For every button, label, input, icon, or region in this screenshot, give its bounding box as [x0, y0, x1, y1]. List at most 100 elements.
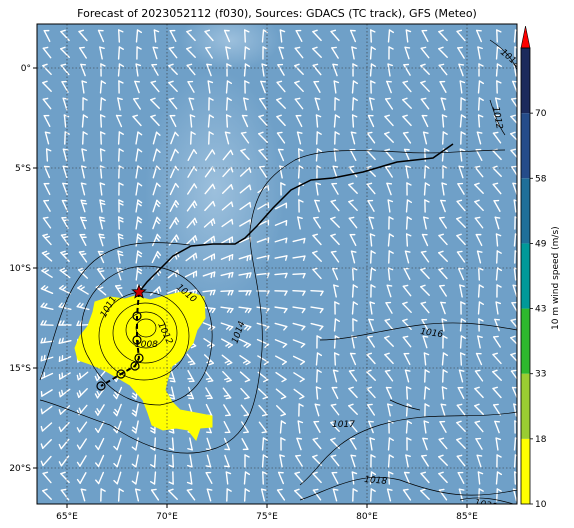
wind-barb — [186, 217, 198, 229]
wind-barb — [44, 131, 51, 145]
wind-barb — [276, 488, 286, 501]
wind-barb — [99, 97, 106, 111]
wind-barb — [457, 471, 465, 485]
wind-barb — [238, 254, 252, 262]
wind-barb — [420, 284, 430, 296]
wind-barb — [312, 46, 322, 58]
wind-barb — [332, 488, 339, 502]
wind-barb — [223, 420, 231, 434]
wind-barb — [388, 250, 394, 264]
wind-barb — [456, 420, 466, 433]
wind-barb — [351, 97, 358, 111]
wind-barb — [203, 253, 216, 261]
wind-barb — [314, 97, 321, 111]
wind-barb — [386, 182, 393, 196]
wind-barb — [493, 199, 501, 212]
wind-barb — [60, 471, 70, 484]
wind-barb — [366, 165, 376, 177]
wind-barb — [117, 233, 124, 247]
wind-barb — [495, 267, 503, 281]
wind-barb — [225, 97, 232, 111]
isobar-label: 1018 — [364, 475, 388, 487]
wind-barb — [366, 352, 376, 365]
wind-barb — [495, 471, 503, 485]
wind-barb — [295, 114, 303, 128]
wind-barb — [238, 322, 252, 331]
wind-barb — [405, 165, 411, 179]
wind-barb — [131, 471, 139, 485]
wind-barb — [420, 250, 430, 263]
colorbar-tick-label: 18 — [535, 435, 547, 445]
wind-barb — [351, 471, 358, 485]
wind-barb — [150, 97, 160, 109]
wind-barb — [76, 320, 90, 327]
wind-barb — [259, 97, 267, 110]
wind-barb — [274, 322, 288, 331]
wind-barb — [221, 338, 233, 349]
wind-barb — [330, 216, 340, 228]
wind-barb — [387, 403, 393, 417]
high-wind-area — [74, 291, 213, 442]
wind-barb — [135, 267, 143, 281]
wind-barb — [135, 182, 143, 196]
wind-barb — [203, 338, 215, 349]
wind-barb — [94, 437, 105, 451]
wind-barb — [149, 471, 157, 485]
wind-barb — [510, 369, 517, 382]
wind-barb — [239, 167, 252, 177]
wind-barb — [274, 339, 288, 348]
wind-barb — [422, 437, 429, 451]
wind-barb — [99, 199, 106, 213]
wind-barb — [222, 370, 232, 383]
wind-barb — [279, 454, 285, 468]
wind-barb — [475, 233, 483, 247]
wind-barb — [60, 250, 70, 263]
wind-barb — [511, 301, 517, 314]
wind-barb — [60, 63, 70, 76]
wind-barb — [459, 148, 466, 162]
wind-barb — [149, 286, 162, 296]
wind-barb — [61, 80, 69, 93]
wind-barb — [221, 201, 234, 211]
wind-barb — [495, 46, 502, 60]
tc-forecast-point — [132, 335, 142, 345]
wind-barb — [221, 218, 234, 228]
wind-barb — [135, 165, 143, 179]
wind-barb — [456, 233, 466, 246]
wind-barb — [313, 80, 321, 93]
wind-barb — [169, 29, 177, 43]
wind-barb — [169, 114, 177, 128]
wind-barb — [117, 29, 124, 43]
wind-barb — [58, 337, 72, 344]
wind-barb — [403, 148, 411, 162]
wind-barb — [208, 97, 214, 111]
wind-barb — [513, 437, 517, 451]
wind-barb — [41, 250, 53, 262]
wind-barb — [99, 148, 106, 162]
wind-barb — [438, 46, 448, 58]
wind-barb — [421, 318, 429, 331]
wind-barb — [402, 131, 412, 144]
wind-barb — [43, 114, 51, 128]
wind-barb — [477, 114, 484, 128]
wind-barb — [220, 271, 234, 279]
wind-barb — [514, 216, 517, 230]
x-tick-label: 75°E — [256, 512, 278, 522]
wind-barb — [223, 404, 231, 417]
wind-barb — [368, 216, 375, 230]
wind-barb — [204, 149, 216, 161]
wind-barb — [313, 420, 321, 433]
wind-barb — [261, 29, 269, 43]
wind-barb — [477, 471, 484, 485]
wind-barb — [224, 131, 231, 145]
wind-barb — [312, 250, 322, 262]
wind-barb — [404, 250, 411, 264]
wind-barb — [384, 131, 394, 143]
isobar-label: 1008 — [135, 340, 158, 350]
wind-barb — [402, 114, 412, 127]
wind-barb — [476, 131, 483, 145]
wind-barb — [402, 80, 412, 93]
wind-barb — [330, 454, 340, 467]
wind-barb — [386, 488, 393, 502]
wind-barb — [314, 403, 321, 417]
